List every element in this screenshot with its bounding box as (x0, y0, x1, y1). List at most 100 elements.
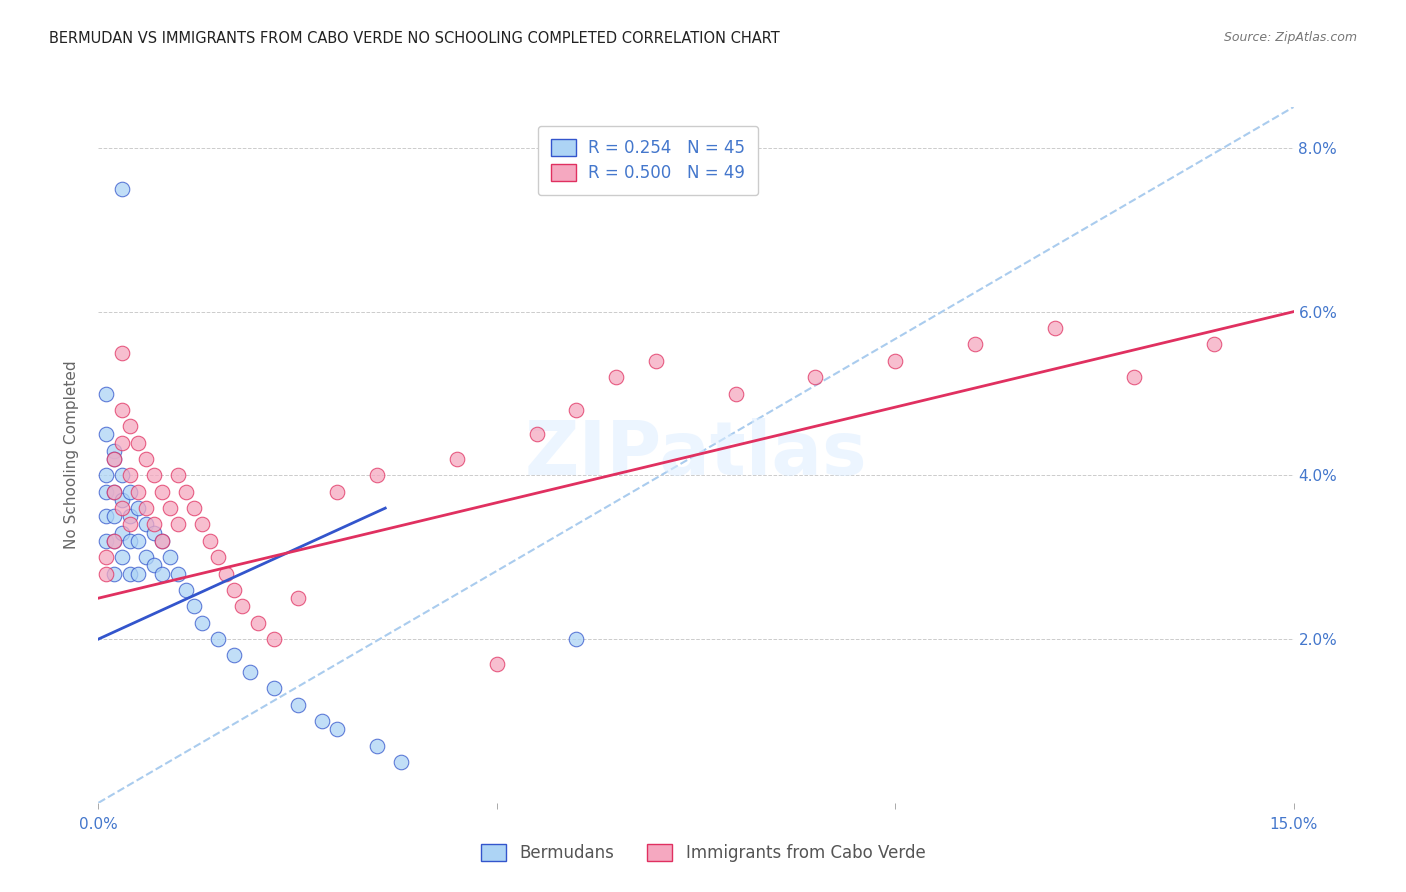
Point (103, 452, 125, 467)
Legend: Bermudans, Immigrants from Cabo Verde: Bermudans, Immigrants from Cabo Verde (472, 836, 934, 871)
Point (120, 533, 142, 548)
Point (143, 468, 166, 483)
Point (120, 468, 142, 483)
Point (96, 533, 118, 548)
Point (485, 657, 508, 671)
Point (605, 370, 627, 384)
Point (239, 665, 262, 679)
Y-axis label: No Schooling Completed: No Schooling Completed (65, 360, 79, 549)
Point (159, 550, 181, 565)
Point (159, 501, 181, 516)
Point (366, 468, 388, 483)
Point (1202, 337, 1225, 351)
Point (143, 558, 166, 573)
Text: BERMUDAN VS IMMIGRANTS FROM CABO VERDE NO SCHOOLING COMPLETED CORRELATION CHART: BERMUDAN VS IMMIGRANTS FROM CABO VERDE N… (49, 31, 780, 46)
Point (207, 550, 229, 565)
Point (565, 632, 588, 646)
Point (103, 509, 125, 524)
Point (150, 484, 173, 499)
Point (526, 427, 548, 442)
Point (198, 533, 221, 548)
Point (804, 370, 827, 384)
Point (111, 492, 134, 507)
Point (366, 739, 388, 753)
Point (135, 501, 157, 516)
Point (127, 501, 149, 516)
Point (191, 517, 214, 532)
Point (215, 566, 238, 581)
Point (135, 452, 157, 467)
Point (174, 582, 197, 597)
Point (446, 452, 468, 467)
Point (127, 533, 149, 548)
Point (111, 468, 134, 483)
Point (111, 182, 134, 196)
Point (565, 403, 588, 417)
Point (111, 501, 134, 516)
Point (150, 533, 173, 548)
Point (183, 501, 205, 516)
Point (963, 337, 986, 351)
Point (135, 517, 157, 532)
Point (120, 509, 142, 524)
Point (1043, 321, 1066, 335)
Text: ZIPatlas: ZIPatlas (524, 418, 868, 491)
Point (103, 484, 125, 499)
Point (135, 550, 157, 565)
Point (120, 484, 142, 499)
Point (111, 345, 134, 359)
Point (167, 517, 190, 532)
Point (222, 648, 245, 663)
Point (120, 566, 142, 581)
Point (191, 615, 214, 630)
Point (207, 632, 229, 646)
Point (103, 452, 125, 467)
Point (167, 566, 190, 581)
Point (167, 468, 190, 483)
Point (103, 566, 125, 581)
Point (96, 386, 118, 401)
Point (287, 698, 309, 712)
Point (1123, 370, 1146, 384)
Point (111, 550, 134, 565)
Point (103, 533, 125, 548)
Point (150, 533, 173, 548)
Point (127, 566, 149, 581)
Point (143, 525, 166, 540)
Point (103, 533, 125, 548)
Point (263, 681, 285, 696)
Point (724, 386, 747, 401)
Point (174, 484, 197, 499)
Point (103, 443, 125, 458)
Point (231, 599, 253, 614)
Point (111, 525, 134, 540)
Point (143, 517, 166, 532)
Point (263, 632, 285, 646)
Point (103, 484, 125, 499)
Point (120, 517, 142, 532)
Point (311, 714, 333, 728)
Point (96, 566, 118, 581)
Point (111, 435, 134, 450)
Text: Source: ZipAtlas.com: Source: ZipAtlas.com (1223, 31, 1357, 45)
Point (389, 755, 412, 769)
Point (111, 403, 134, 417)
Point (645, 353, 668, 368)
Point (96, 468, 118, 483)
Point (150, 566, 173, 581)
Point (96, 550, 118, 565)
Legend: R = 0.254   N = 45, R = 0.500   N = 49: R = 0.254 N = 45, R = 0.500 N = 49 (538, 126, 758, 195)
Point (326, 722, 349, 736)
Point (183, 599, 205, 614)
Point (246, 615, 269, 630)
Point (222, 582, 245, 597)
Point (96, 509, 118, 524)
Point (96, 427, 118, 442)
Point (120, 419, 142, 434)
Point (127, 484, 149, 499)
Point (884, 353, 907, 368)
Point (127, 435, 149, 450)
Point (287, 591, 309, 606)
Point (326, 484, 349, 499)
Point (96, 484, 118, 499)
